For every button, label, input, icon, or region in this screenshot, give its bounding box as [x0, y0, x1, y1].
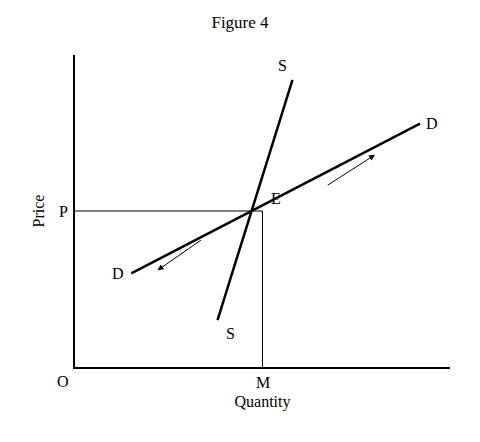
- svg-text:D: D: [112, 265, 124, 282]
- svg-text:E: E: [271, 190, 281, 207]
- svg-text:S: S: [226, 325, 235, 342]
- svg-text:M: M: [256, 374, 270, 391]
- svg-text:O: O: [57, 373, 69, 390]
- svg-text:Price: Price: [30, 195, 47, 228]
- svg-text:P: P: [59, 203, 68, 220]
- svg-text:Figure 4: Figure 4: [211, 13, 269, 32]
- svg-text:D: D: [426, 115, 438, 132]
- svg-text:Quantity: Quantity: [235, 393, 291, 411]
- svg-text:S: S: [278, 57, 287, 74]
